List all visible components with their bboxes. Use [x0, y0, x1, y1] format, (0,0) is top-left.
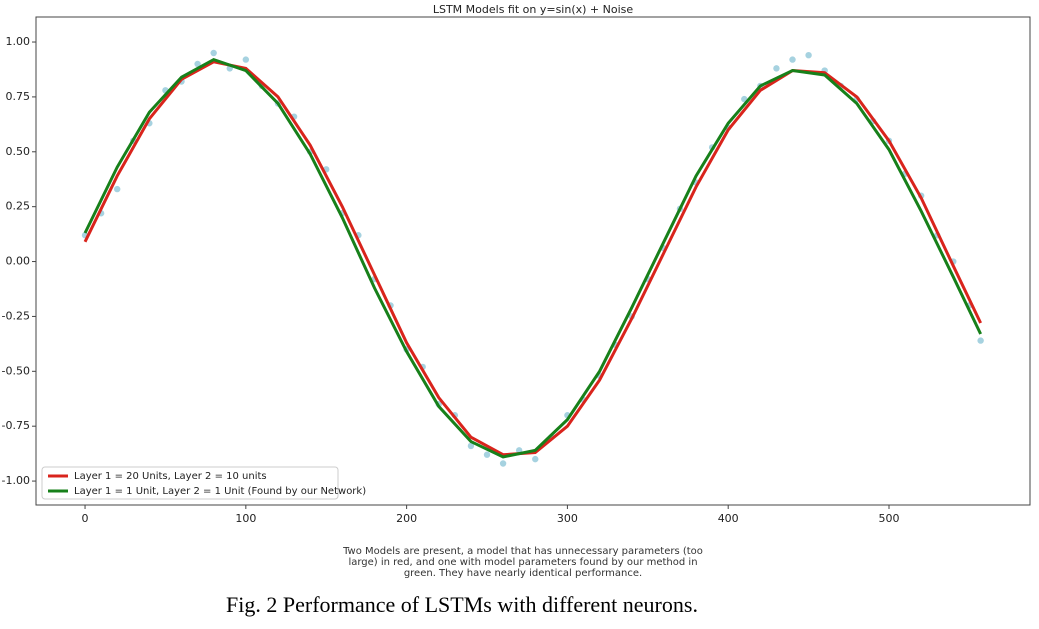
model-line [83, 57, 982, 459]
y-tick-label: -0.75 [2, 419, 30, 432]
x-tick-label: 100 [235, 512, 256, 525]
y-tick-label: -0.50 [2, 364, 30, 377]
noise-point [805, 51, 812, 59]
plot-frame [35, 16, 1031, 506]
caption-line: large) in red, and one with model parame… [348, 557, 697, 568]
x-tick-label: 0 [82, 512, 89, 525]
noise-point [210, 49, 217, 57]
noise-point [773, 65, 780, 72]
x-tick-label: 400 [718, 512, 739, 525]
y-tick-label: -1.00 [2, 474, 30, 487]
legend-box [41, 466, 339, 500]
noise-point [194, 60, 201, 68]
noise-point [467, 442, 475, 450]
y-tick-label: 0.25 [6, 200, 31, 213]
noise-point [499, 460, 507, 467]
model-line [83, 60, 982, 457]
chart-title: LSTM Models fit on y=sin(x) + Noise [433, 3, 634, 16]
noise-point [483, 451, 491, 458]
figure-caption: Fig. 2 Performance of LSTMs with differe… [226, 592, 698, 617]
y-tick-label: -0.25 [2, 309, 30, 322]
legend-label: Layer 1 = 20 Units, Layer 2 = 10 units [74, 471, 267, 482]
x-tick-label: 300 [557, 512, 578, 525]
x-tick-label: 500 [878, 512, 899, 525]
caption-line: Two Models are present, a model that has… [342, 546, 703, 557]
y-tick-label: 0.50 [6, 145, 31, 158]
noise-point [532, 455, 539, 463]
noise-point [113, 185, 121, 193]
y-tick-label: 0.75 [6, 90, 31, 103]
noise-point [242, 56, 250, 63]
caption-line: green. They have nearly identical perfor… [404, 568, 642, 579]
legend-label: Layer 1 = 1 Unit, Layer 2 = 1 Unit (Foun… [74, 486, 366, 497]
noise-point [789, 56, 796, 63]
x-tick-label: 200 [396, 512, 417, 525]
y-tick-label: 1.00 [6, 35, 31, 48]
noise-point [977, 337, 984, 344]
y-tick-label: 0.00 [6, 255, 31, 268]
